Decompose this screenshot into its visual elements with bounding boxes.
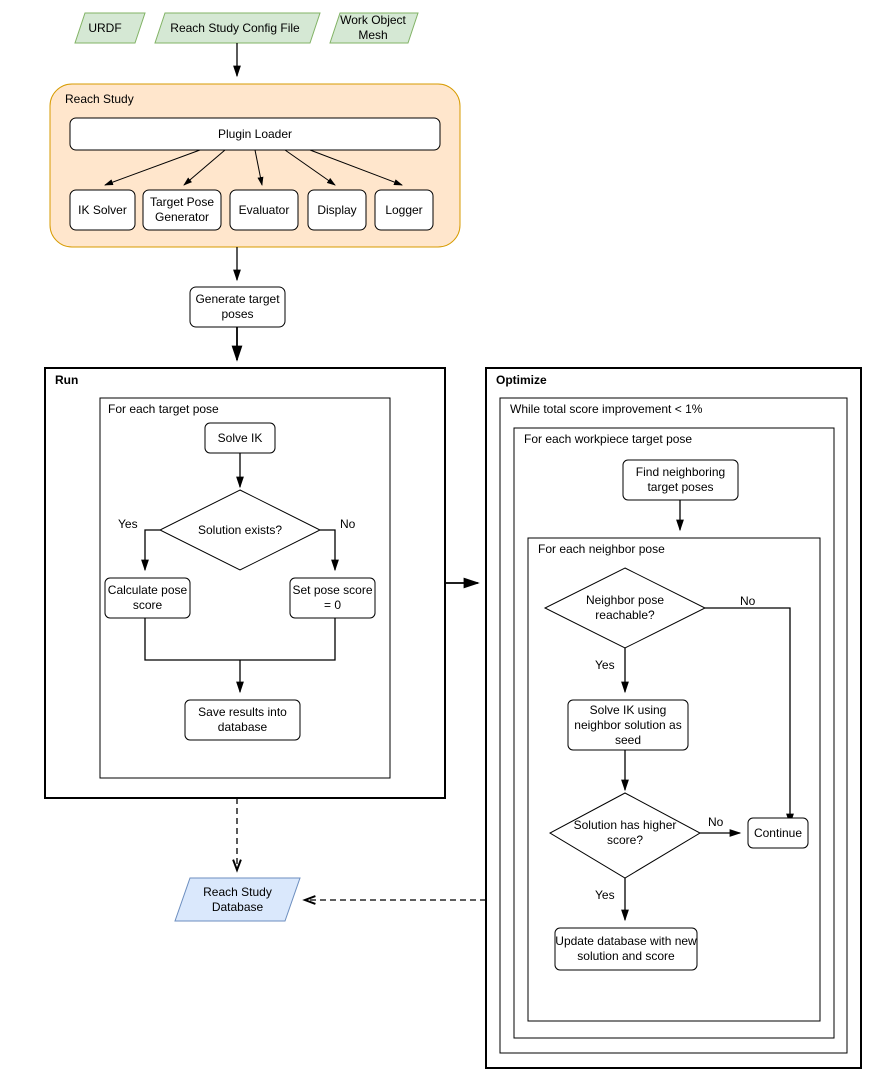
database-label: Reach Study Database <box>180 878 295 921</box>
optimize-title: Optimize <box>496 373 547 387</box>
solve-seed-label: Solve IK using neighbor solution as seed <box>568 700 688 750</box>
plugin-eval: Evaluator <box>230 190 298 230</box>
opt-no-1: No <box>740 594 755 608</box>
reachable-label: Neighbor pose reachable? <box>560 590 690 626</box>
generate-label: Generate target poses <box>190 287 285 327</box>
plugin-target: Target Pose Generator <box>143 190 221 230</box>
run-loop-title: For each target pose <box>108 402 219 416</box>
save-label: Save results into database <box>185 700 300 740</box>
solution-exists-label: Solution exists? <box>160 510 320 550</box>
find-neighbors-label: Find neighboring target poses <box>623 460 738 500</box>
run-no-label: No <box>340 517 355 531</box>
continue-label: Continue <box>748 818 808 848</box>
reach-study-title: Reach Study <box>65 92 134 106</box>
run-title: Run <box>55 373 78 387</box>
zero-score-label: Set pose score = 0 <box>290 578 375 618</box>
solve-ik-label: Solve IK <box>205 423 275 453</box>
plugin-logger: Logger <box>375 190 433 230</box>
opt-yes-2: Yes <box>595 888 615 902</box>
update-label: Update database with new solution and sc… <box>555 928 697 970</box>
for-each-target-title: For each workpiece target pose <box>524 432 692 446</box>
opt-yes-1: Yes <box>595 658 615 672</box>
plugin-display: Display <box>308 190 366 230</box>
flowchart-canvas <box>0 0 882 1082</box>
mesh-label: Work Object Mesh <box>330 13 416 43</box>
plugin-ik: IK Solver <box>70 190 135 230</box>
plugin-loader-label: Plugin Loader <box>70 118 440 150</box>
run-yes-label: Yes <box>118 517 138 531</box>
config-label: Reach Study Config File <box>155 13 315 43</box>
calc-score-label: Calculate pose score <box>105 578 190 618</box>
higher-score-label: Solution has higher score? <box>560 812 690 854</box>
urdf-label: URDF <box>75 13 135 43</box>
for-each-neighbor-title: For each neighbor pose <box>538 542 665 556</box>
while-title: While total score improvement < 1% <box>510 402 702 416</box>
opt-no-2: No <box>708 815 723 829</box>
